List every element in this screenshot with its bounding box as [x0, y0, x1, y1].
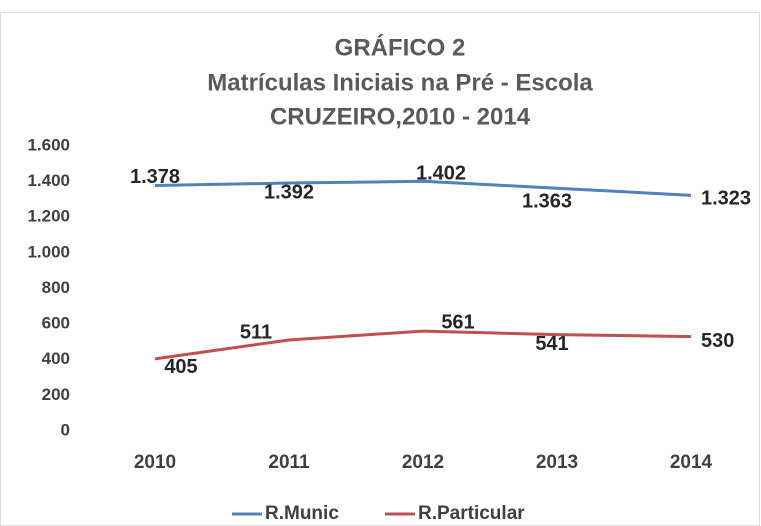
- y-tick-label: 1.600: [27, 135, 70, 154]
- x-tick-label: 2012: [402, 452, 444, 473]
- chart-frame: [0, 12, 760, 526]
- data-label: 511: [240, 321, 272, 343]
- chart-title: GRÁFICO 2: [335, 33, 466, 61]
- y-tick-label: 1.000: [27, 242, 70, 261]
- chart-subtitle-2: CRUZEIRO,2010 - 2014: [270, 103, 531, 130]
- data-label: 1.378: [130, 166, 180, 188]
- data-label: 541: [535, 333, 568, 355]
- data-label: 405: [164, 356, 197, 378]
- data-label: 1.363: [522, 190, 572, 212]
- data-label: 530: [701, 330, 734, 352]
- series-line: [154, 329, 692, 361]
- x-tick-label: 2010: [134, 452, 176, 473]
- x-tick-label: 2014: [670, 452, 713, 473]
- data-label: 1.402: [416, 163, 466, 185]
- legend-label: R.Particular: [418, 503, 525, 524]
- data-label: 1.392: [264, 181, 314, 203]
- y-tick-label: 800: [42, 278, 70, 297]
- data-label: 1.323: [701, 188, 751, 210]
- y-tick-label: 200: [42, 385, 70, 404]
- y-tick-label: 400: [42, 349, 70, 368]
- chart-subtitle: Matrículas Iniciais na Pré - Escola: [207, 69, 593, 96]
- y-tick-label: 600: [42, 314, 70, 333]
- y-tick-label: 1.200: [27, 207, 70, 226]
- x-tick-label: 2013: [536, 452, 578, 473]
- data-label: 561: [441, 311, 474, 333]
- y-tick-label: 0: [61, 420, 70, 439]
- legend-label: R.Munic: [265, 503, 339, 524]
- y-tick-label: 1.400: [27, 171, 70, 190]
- series-line: [154, 179, 692, 197]
- x-tick-label: 2011: [268, 452, 310, 473]
